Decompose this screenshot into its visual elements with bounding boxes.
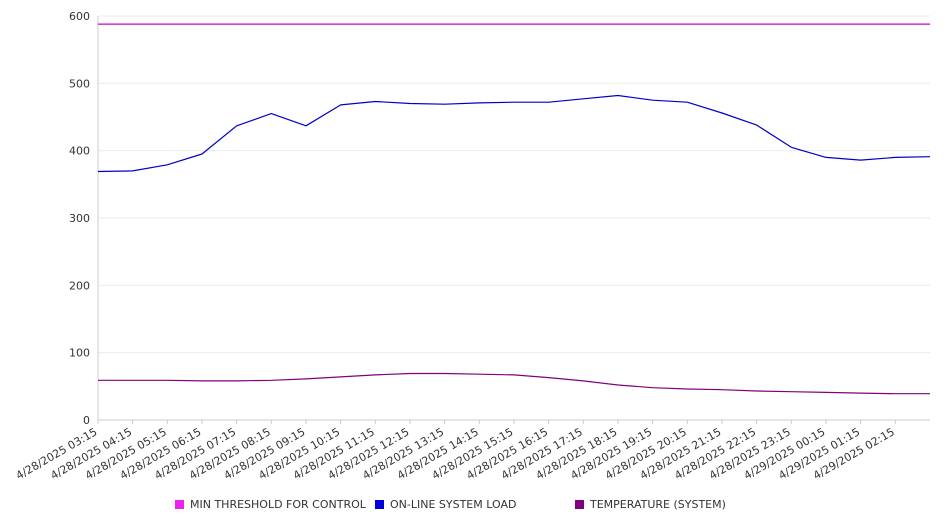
axis-layer — [97, 16, 930, 424]
legend-swatch-system-load — [375, 500, 384, 509]
x-tick-labels: 4/28/2025 03:154/28/2025 04:154/28/2025 … — [14, 425, 897, 482]
legend-swatch-temperature — [575, 500, 584, 509]
legend-item-system-load: ON-LINE SYSTEM LOAD — [375, 498, 516, 511]
legend-item-temperature: TEMPERATURE (SYSTEM) — [575, 498, 726, 511]
y-tick-labels: 0 100 200 300 400 500 600 — [69, 10, 90, 427]
grid-layer — [98, 15, 930, 354]
y-tick-label-600: 600 — [69, 10, 90, 23]
y-tick-label-400: 400 — [69, 145, 90, 158]
y-tick-label-200: 200 — [69, 279, 90, 292]
y-tick-label-300: 300 — [69, 212, 90, 225]
legend-label-system-load: ON-LINE SYSTEM LOAD — [390, 498, 517, 511]
legend-label-temperature: TEMPERATURE (SYSTEM) — [590, 498, 726, 511]
series-layer — [97, 23, 931, 395]
legend-item-threshold: MIN THRESHOLD FOR CONTROL — [175, 498, 366, 511]
y-tick-label-100: 100 — [69, 347, 90, 360]
legend-label-threshold: MIN THRESHOLD FOR CONTROL — [190, 498, 366, 511]
legend-swatch-threshold — [175, 500, 184, 509]
y-tick-label-500: 500 — [69, 77, 90, 90]
legend: MIN THRESHOLD FOR CONTROL ON-LINE SYSTEM… — [0, 498, 946, 518]
series-line-1 — [97, 94, 931, 173]
series-line-2 — [98, 372, 930, 395]
y-tick-label-0: 0 — [83, 414, 90, 427]
